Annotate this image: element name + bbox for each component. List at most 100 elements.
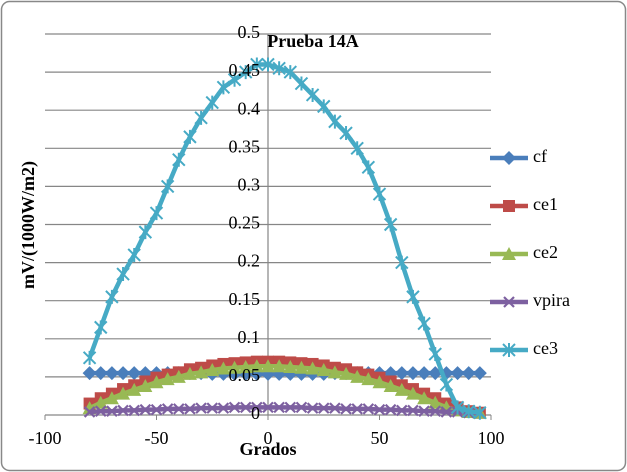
marker <box>217 402 230 414</box>
marker <box>350 141 364 156</box>
marker <box>440 406 453 418</box>
marker <box>361 160 376 175</box>
marker <box>127 382 142 396</box>
marker <box>194 365 209 379</box>
marker <box>184 403 196 415</box>
marker <box>138 225 153 240</box>
marker <box>417 391 432 405</box>
marker <box>383 379 398 393</box>
legend-label: cf <box>533 146 547 166</box>
marker <box>407 404 419 417</box>
marker <box>82 350 97 365</box>
marker <box>294 360 309 374</box>
marker <box>117 404 129 417</box>
marker <box>295 401 308 414</box>
marker <box>372 187 387 202</box>
marker <box>450 400 465 415</box>
marker <box>394 366 409 381</box>
marker <box>350 369 365 383</box>
marker <box>94 320 108 335</box>
marker <box>83 406 96 418</box>
legend-label: vpira <box>533 290 570 310</box>
marker <box>250 57 264 72</box>
marker <box>227 360 242 374</box>
marker <box>261 359 275 373</box>
marker <box>340 403 352 415</box>
marker <box>502 343 516 357</box>
marker <box>93 395 108 409</box>
marker <box>306 402 319 414</box>
marker <box>305 361 320 375</box>
marker <box>503 200 515 212</box>
legend-label: ce1 <box>533 194 558 214</box>
y-tick-label: 0.1 <box>238 327 261 347</box>
marker <box>383 217 398 232</box>
x-axis-label: Grados <box>239 439 296 459</box>
marker <box>473 405 487 420</box>
marker <box>105 289 119 304</box>
marker <box>251 401 263 414</box>
marker <box>116 267 130 282</box>
x-tick-label: -100 <box>29 428 62 448</box>
marker <box>173 403 185 415</box>
marker <box>149 375 164 389</box>
marker <box>316 363 331 377</box>
marker <box>417 316 431 331</box>
marker <box>502 247 516 260</box>
y-tick-label: 0.3 <box>238 175 261 195</box>
y-tick-label: 0.15 <box>229 289 261 309</box>
y-tick-label: 0.5 <box>238 22 261 42</box>
y-axis-label: mV/(1000W/m2) <box>18 161 39 289</box>
marker <box>239 401 252 414</box>
y-tick-label: 0.05 <box>229 365 261 385</box>
marker <box>362 403 375 415</box>
marker <box>106 405 118 417</box>
marker <box>329 402 341 414</box>
marker <box>82 366 97 381</box>
marker <box>261 57 275 72</box>
marker <box>216 80 231 95</box>
marker <box>502 151 516 165</box>
marker <box>405 366 420 381</box>
marker <box>195 402 207 414</box>
marker <box>273 401 285 414</box>
marker <box>194 110 208 125</box>
legend-label: ce2 <box>533 242 558 262</box>
marker <box>461 366 476 381</box>
marker <box>149 206 164 221</box>
marker <box>461 404 476 419</box>
marker <box>339 126 353 141</box>
marker <box>384 403 397 416</box>
x-tick-label: 100 <box>478 428 505 448</box>
marker <box>272 61 286 76</box>
marker <box>406 289 420 304</box>
marker <box>372 375 387 389</box>
marker <box>405 386 420 400</box>
series-line <box>89 405 480 415</box>
legend-label: ce3 <box>533 338 558 358</box>
marker <box>339 366 354 380</box>
marker <box>171 369 186 383</box>
marker <box>238 359 253 373</box>
marker <box>227 72 242 87</box>
marker <box>205 363 220 377</box>
y-tick-label: 0.35 <box>229 136 261 156</box>
marker <box>317 402 330 414</box>
marker <box>428 395 443 409</box>
marker <box>418 405 430 417</box>
plot <box>82 57 487 420</box>
marker <box>182 366 197 380</box>
y-tick-label: 0.45 <box>229 60 261 80</box>
marker <box>305 87 320 102</box>
marker <box>183 129 197 144</box>
marker <box>472 366 487 381</box>
marker <box>395 255 409 270</box>
labels: 0 0.05 0.1 0.15 0.2 0.25 0.3 0.35 0.4 0.45 0.5 -100… <box>29 22 570 448</box>
marker <box>138 379 153 393</box>
marker <box>249 359 264 373</box>
x-tick-label: 50 <box>371 428 389 448</box>
marker <box>284 401 297 414</box>
marker <box>417 366 432 381</box>
marker <box>317 99 331 114</box>
